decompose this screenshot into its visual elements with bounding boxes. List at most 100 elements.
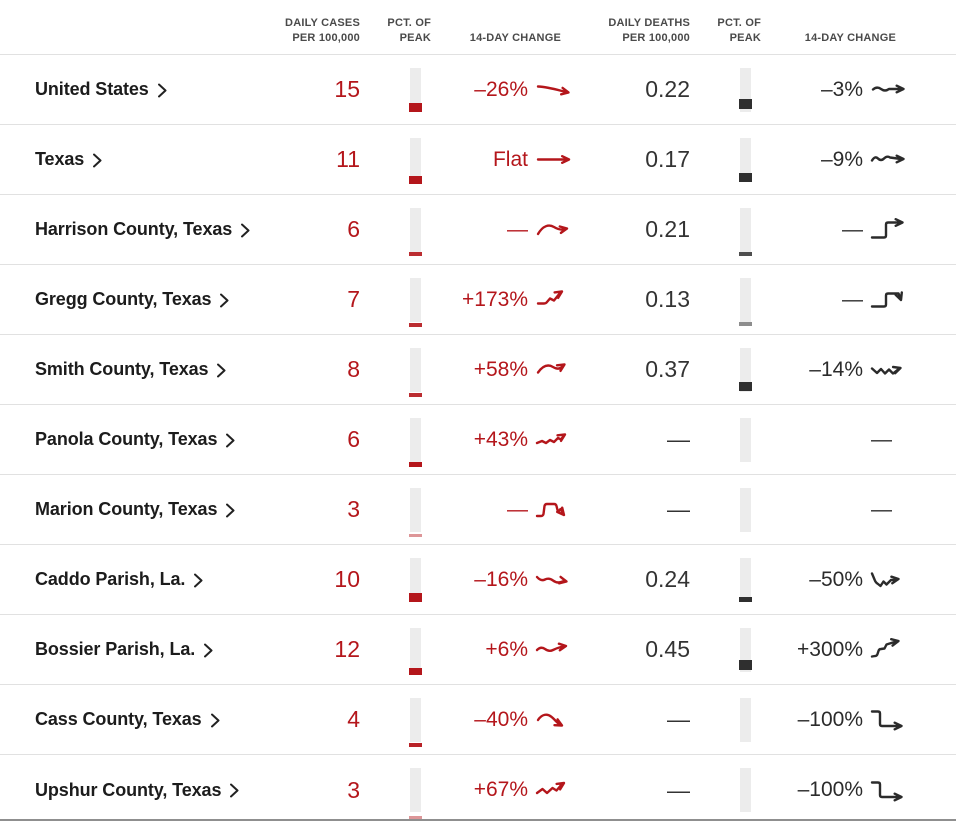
chevron-right-icon: [204, 643, 213, 657]
daily-deaths-value: 0.37: [645, 356, 690, 382]
header-region-spacer: [0, 45, 265, 54]
cases-peak-cell: [360, 277, 437, 327]
cases-peak-cell: [360, 347, 437, 397]
cases-trend-sparkline: [536, 224, 569, 236]
deaths-change-label: —: [871, 427, 892, 451]
deaths-change-cell: —: [767, 216, 910, 243]
deaths-change-cell: –100%: [767, 777, 910, 804]
deaths-pct-of-peak-bar: [740, 768, 751, 812]
deaths-change-cell: –50%: [767, 566, 910, 593]
deaths-trend-sparkline: [870, 291, 903, 308]
cases-peak-marker: [409, 252, 422, 256]
cases-peak-cell: [360, 417, 437, 467]
cases-pct-of-peak-bar: [409, 557, 422, 602]
deaths-peak-cell: [690, 487, 767, 532]
deaths-change-label: —: [871, 497, 892, 521]
cases-peak-marker: [409, 593, 422, 602]
cases-pct-of-peak-bar: [409, 417, 422, 467]
cases-change-label: +173%: [462, 287, 528, 311]
header-deaths-pct-of-peak: PCT. OF PEAK: [717, 17, 761, 44]
table-row[interactable]: Smith County, Texas 8 +58% 0.37 –14%: [0, 335, 956, 405]
deaths-trend-sparkline: [870, 780, 903, 801]
chevron-right-icon: [226, 433, 235, 447]
daily-deaths-value: 0.17: [645, 146, 690, 172]
cases-trend-sparkline: [536, 155, 571, 164]
cases-change-label: –16%: [474, 567, 528, 591]
cases-trend-sparkline: [535, 433, 567, 445]
table-body: United States 15 –26% 0.22 –3% Texas 11 …: [0, 55, 956, 825]
deaths-change-cell: –14%: [767, 356, 910, 383]
cases-pct-of-peak-bar: [409, 207, 422, 256]
region-name: Upshur County, Texas: [35, 779, 222, 800]
cases-change-cell: +173%: [437, 286, 575, 313]
deaths-pct-of-peak-bar: [739, 137, 752, 182]
region-name: Harrison County, Texas: [35, 219, 233, 239]
cases-peak-marker: [409, 175, 422, 184]
cases-peak-cell: [360, 137, 437, 184]
cases-pct-of-peak-bar: [409, 67, 422, 112]
cases-change-label: +6%: [485, 637, 528, 661]
cases-peak-cell: [360, 207, 437, 256]
deaths-pct-of-peak-bar: [739, 67, 752, 112]
chevron-right-icon: [241, 223, 250, 237]
deaths-trend-sparkline: [870, 572, 900, 588]
deaths-peak-cell: [690, 627, 767, 672]
table-row[interactable]: Texas 11 Flat 0.17 –9%: [0, 125, 956, 195]
cases-trend-sparkline: [536, 363, 566, 374]
table-row[interactable]: Gregg County, Texas 7 +173% 0.13 —: [0, 265, 956, 335]
deaths-peak-marker: [739, 322, 752, 326]
deaths-pct-of-peak-bar: [739, 347, 752, 392]
deaths-change-cell: –9%: [767, 146, 910, 173]
chevron-right-icon: [93, 153, 102, 167]
region-name: Panola County, Texas: [35, 429, 218, 449]
daily-deaths-value: —: [667, 706, 690, 732]
deaths-pct-of-peak-bar: [740, 417, 751, 462]
region-name-cell: Harrison County, Texas: [0, 219, 265, 240]
cases-change-cell: —: [437, 496, 575, 523]
region-name: United States: [35, 79, 149, 99]
cases-change-cell: Flat: [437, 146, 575, 173]
deaths-peak-marker: [739, 252, 752, 256]
region-name: Caddo Parish, La.: [35, 569, 186, 589]
cases-change-cell: —: [437, 216, 575, 243]
chevron-right-icon: [220, 293, 229, 307]
header-cases-pct-of-peak: PCT. OF PEAK: [387, 17, 431, 44]
table-row[interactable]: Panola County, Texas 6 +43% — —: [0, 405, 956, 475]
deaths-peak-marker: [739, 597, 752, 602]
cases-peak-marker: [409, 533, 422, 537]
header-cases-14-day-change: 14-DAY CHANGE: [469, 31, 561, 44]
table-row[interactable]: Harrison County, Texas 6 — 0.21 —: [0, 195, 956, 265]
daily-deaths-value: 0.13: [645, 286, 690, 312]
daily-cases-value: 6: [347, 426, 360, 452]
table-row[interactable]: United States 15 –26% 0.22 –3%: [0, 55, 956, 125]
deaths-trend-sparkline: [870, 218, 904, 239]
table-row[interactable]: Caddo Parish, La. 10 –16% 0.24 –50%: [0, 545, 956, 615]
daily-cases-value: 15: [334, 76, 360, 102]
cases-peak-cell: [360, 487, 437, 537]
cases-peak-marker: [409, 102, 422, 112]
header-daily-deaths: DAILY DEATHS PER 100,000: [608, 17, 690, 44]
table-row[interactable]: Bossier Parish, La. 12 +6% 0.45 +300%: [0, 615, 956, 685]
cases-peak-marker: [409, 393, 422, 397]
table-row[interactable]: Marion County, Texas 3 — — —: [0, 475, 956, 545]
cases-pct-of-peak-bar: [409, 347, 422, 397]
cases-pct-of-peak-bar: [409, 137, 422, 184]
chevron-right-icon: [230, 783, 239, 798]
region-name: Bossier Parish, La.: [35, 639, 196, 659]
cases-change-label: +58%: [473, 357, 528, 381]
region-name-cell: Upshur County, Texas: [0, 780, 265, 801]
cases-change-label: +43%: [473, 427, 528, 451]
deaths-change-label: –14%: [809, 357, 863, 381]
cases-pct-of-peak-bar: [409, 697, 422, 747]
cases-peak-marker: [409, 323, 422, 327]
daily-cases-value: 12: [334, 636, 360, 662]
table-row[interactable]: Upshur County, Texas 3 +67% — –100%: [0, 755, 956, 825]
cases-pct-of-peak-bar: [409, 277, 422, 327]
region-name-cell: Texas: [0, 149, 265, 170]
cases-change-cell: –40%: [437, 706, 575, 733]
daily-cases-value: 7: [347, 286, 360, 312]
table-row[interactable]: Cass County, Texas 4 –40% — –100%: [0, 685, 956, 755]
deaths-pct-of-peak-bar: [739, 627, 752, 672]
deaths-change-cell: +300%: [767, 636, 910, 663]
cases-pct-of-peak-bar: [409, 627, 422, 675]
